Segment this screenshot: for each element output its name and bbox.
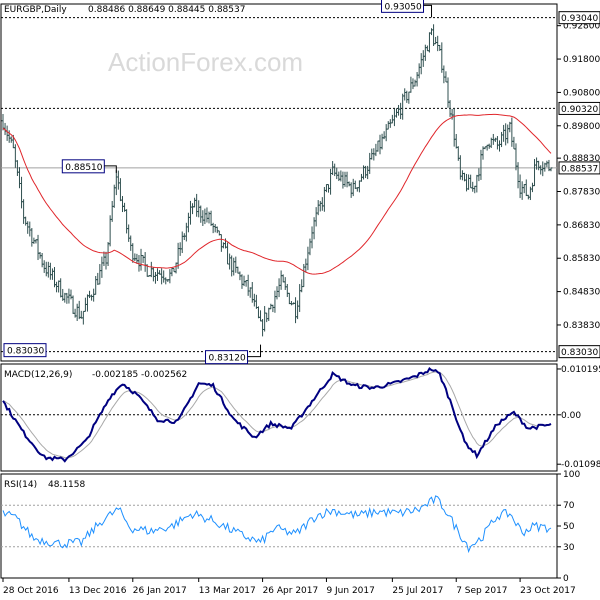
- price-axis-label: 0.86830: [563, 221, 600, 231]
- reference-lines: [1, 17, 557, 548]
- macd-line: [2, 366, 552, 463]
- current-price-label-text: 0.88537: [561, 164, 598, 174]
- annotation-leader: [104, 165, 117, 173]
- annotation-leader: [423, 4, 433, 18]
- rsi-axis-label: 100: [563, 470, 580, 480]
- price-axis-label: 0.88830: [563, 154, 600, 164]
- rsi-line: [2, 495, 552, 554]
- level-label-0.90320-text: 0.90320: [561, 105, 598, 115]
- rsi-axis-label: 0: [563, 574, 569, 584]
- annotation-text: 0.88510: [65, 163, 102, 173]
- annotation-0.93050: 0.93050: [381, 0, 433, 18]
- annotation-box: [3, 343, 47, 358]
- rsi-panel-frame: [0, 473, 558, 579]
- macd-panel-title: MACD(12,26,9): [4, 370, 72, 380]
- macd-readout: -0.002185 -0.002562: [92, 370, 187, 380]
- date-axis-label: 28 Oct 2016: [3, 586, 59, 596]
- date-axis-label: 9 Jun 2017: [326, 586, 374, 596]
- date-axis-label: 26 Apr 2017: [263, 586, 319, 596]
- date-axis-label: 25 Jul 2017: [392, 586, 443, 596]
- rsi-readout: 48.1158: [48, 480, 85, 490]
- price-axis-label: 0.91800: [563, 55, 600, 65]
- price-axis-label: 0.92800: [563, 22, 600, 32]
- macd-panel-frame: [0, 363, 558, 472]
- annotation-text: 0.83030: [7, 347, 44, 357]
- date-axis-label: 7 Sep 2017: [456, 586, 507, 596]
- rsi-axis-label: 70: [563, 501, 575, 511]
- watermark: ActionForex.com: [108, 47, 303, 77]
- price-axis-label: 0.84830: [563, 288, 600, 298]
- annotation-0.83030: 0.83030: [3, 343, 47, 358]
- annotation-0.83120: 0.83120: [205, 344, 262, 365]
- macd-axis-label: 0.00: [561, 411, 581, 421]
- price-panel-title: EURGBP,Daily: [4, 5, 67, 15]
- ohlc-readout: 0.88486 0.88649 0.88445 0.88537: [88, 5, 245, 15]
- date-axis-label: 23 Oct 2017: [520, 586, 576, 596]
- macd-axis-label: -0.010989: [561, 460, 600, 470]
- price-axis-label: 0.83830: [563, 321, 600, 331]
- level-label-0.93040-text: 0.93040: [561, 14, 598, 24]
- date-axis-label: 13 Dec 2016: [69, 586, 127, 596]
- level-label-0.83030: 0.83030: [558, 345, 600, 359]
- macd-axis-label: 0.010195: [561, 365, 600, 375]
- date-axis-label: 26 Jan 2017: [133, 586, 187, 596]
- level-label-0.93040-box: [558, 11, 600, 25]
- level-label-0.90320-box: [558, 101, 600, 115]
- rsi-axis-label: 30: [563, 543, 575, 553]
- rsi-axis-label: 50: [563, 522, 575, 532]
- date-axis-label: 13 Mar 2017: [199, 586, 256, 596]
- level-label-0.83030-text: 0.83030: [561, 348, 598, 358]
- annotation-0.88510: 0.88510: [61, 159, 117, 174]
- price-axis-label: 0.85830: [563, 254, 600, 264]
- price-axis-label: 0.87830: [563, 188, 600, 198]
- annotation-text: 0.93050: [385, 2, 422, 12]
- price-bars: [1, 24, 553, 337]
- indicator-lines: [2, 113, 552, 554]
- level-label-0.83030-box: [558, 345, 600, 359]
- current-price-label: 0.88537: [558, 161, 600, 175]
- level-label-0.93040: 0.93040: [558, 11, 600, 25]
- rsi-panel-title: RSI(14): [4, 480, 37, 490]
- moving-average-line: [2, 113, 552, 275]
- level-label-0.90320: 0.90320: [558, 101, 600, 115]
- annotation-text: 0.83120: [209, 354, 246, 364]
- annotation-leader: [247, 344, 262, 358]
- price-axis-label: 0.89800: [563, 122, 600, 132]
- current-price-label-box: [558, 161, 600, 175]
- price-axis-label: 0.90800: [563, 88, 600, 98]
